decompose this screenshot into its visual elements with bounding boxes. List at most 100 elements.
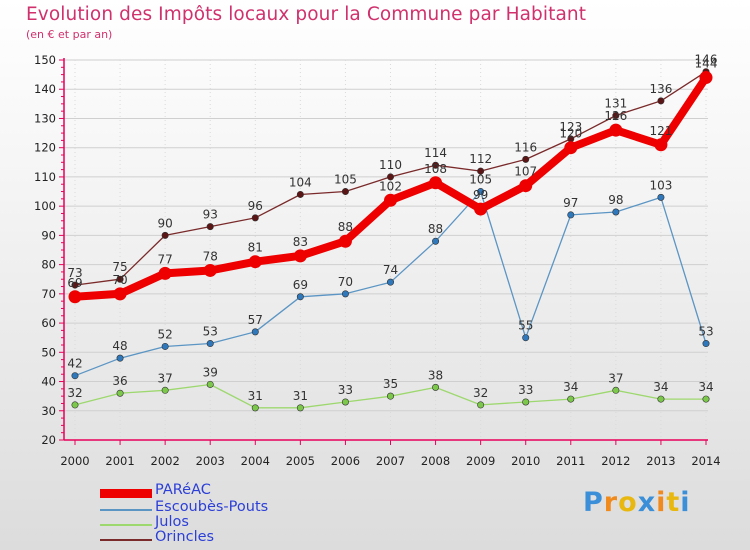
data-label-pareac: 70	[112, 273, 127, 287]
data-label-escoubes-pouts: 55	[518, 319, 533, 333]
data-label-orincles: 112	[469, 152, 492, 166]
y-tick-label: 140	[34, 82, 56, 96]
x-tick-label: 2003	[196, 454, 225, 468]
legend-swatch-escoubes-pouts	[100, 509, 152, 511]
data-point-orincles	[71, 281, 79, 289]
y-tick-label: 150	[34, 53, 56, 67]
x-tick-label: 2008	[421, 454, 450, 468]
legend-swatch-julos	[100, 524, 152, 526]
x-tick-label: 2002	[151, 454, 180, 468]
data-label-julos: 34	[698, 380, 713, 394]
data-point-pareac	[609, 123, 623, 137]
data-label-escoubes-pouts: 98	[608, 193, 623, 207]
data-point-escoubes-pouts	[567, 211, 575, 219]
data-point-orincles	[477, 167, 485, 175]
data-label-pareac: 144	[695, 57, 718, 71]
y-tick-label: 70	[41, 287, 56, 301]
series-orincles	[71, 68, 710, 289]
data-point-escoubes-pouts	[161, 342, 169, 350]
legend-label-escoubes-pouts: Escoubès-Pouts	[155, 499, 269, 515]
data-label-escoubes-pouts: 105	[469, 173, 492, 187]
x-tick-label: 2004	[241, 454, 270, 468]
axes: 20 30 40 50 60 70 80 90 100 110 120 130 140 150 2000 20…	[34, 53, 721, 468]
data-point-pareac	[384, 193, 397, 207]
data-point-orincles	[116, 275, 124, 283]
data-label-pareac: 88	[338, 220, 353, 234]
data-label-julos: 34	[563, 380, 578, 394]
legend-label-orincles: Orincles	[155, 529, 215, 545]
data-point-escoubes-pouts	[432, 237, 440, 245]
data-point-julos	[116, 389, 124, 397]
chart-subtitle: (en € et par an)	[26, 28, 113, 41]
data-point-pareac	[203, 263, 217, 277]
data-label-julos: 39	[203, 365, 218, 379]
series-escoubes-pouts	[71, 188, 710, 380]
data-label-orincles: 116	[514, 140, 537, 154]
data-point-orincles	[522, 155, 530, 163]
data-point-julos	[477, 401, 485, 409]
x-tick-label: 2013	[646, 454, 675, 468]
logo-letter: r	[603, 487, 619, 518]
series-lines	[68, 68, 713, 412]
data-point-escoubes-pouts	[296, 293, 304, 301]
data-point-julos	[251, 404, 259, 412]
data-label-orincles: 104	[289, 175, 312, 189]
data-point-escoubes-pouts	[657, 193, 665, 201]
y-tick-label: 110	[34, 170, 56, 184]
data-label-orincles: 114	[424, 146, 447, 160]
data-label-escoubes-pouts: 53	[698, 325, 713, 339]
data-point-escoubes-pouts	[251, 328, 259, 336]
data-point-pareac	[654, 138, 668, 152]
legend-item-julos[interactable]: Julos	[100, 514, 400, 532]
series-pareac	[68, 71, 713, 304]
legend-item-pareac[interactable]: PARéAC	[100, 482, 400, 500]
data-label-escoubes-pouts: 48	[112, 339, 127, 353]
y-tick-label: 50	[41, 345, 56, 359]
data-label-pareac: 108	[424, 162, 447, 176]
logo-letter: i	[680, 487, 691, 518]
data-point-pareac	[474, 202, 488, 216]
legend-item-escoubes-pouts[interactable]: Escoubès-Pouts	[100, 499, 400, 517]
logo-letter: P	[583, 487, 604, 518]
data-label-orincles: 110	[379, 158, 402, 172]
data-label-orincles: 73	[67, 266, 82, 280]
data-label-pareac: 99	[473, 188, 488, 202]
data-label-orincles: 123	[559, 120, 582, 134]
data-label-pareac: 83	[293, 235, 308, 249]
data-label-escoubes-pouts: 57	[248, 313, 263, 327]
proxiti-logo: Proxiti	[583, 487, 691, 518]
data-label-escoubes-pouts: 103	[649, 178, 672, 192]
x-tick-label: 2005	[286, 454, 315, 468]
x-tick-label: 2010	[511, 454, 540, 468]
data-label-escoubes-pouts: 42	[67, 357, 82, 371]
legend-label-julos: Julos	[155, 514, 189, 530]
data-label-orincles: 146	[695, 53, 718, 67]
data-label-orincles: 105	[334, 173, 357, 187]
logo-letter: i	[656, 487, 667, 518]
data-point-julos	[432, 383, 440, 391]
data-point-julos	[386, 392, 394, 400]
data-point-orincles	[251, 214, 259, 222]
data-point-pareac	[248, 255, 262, 269]
logo-letter: x	[637, 487, 657, 518]
logo-letter: t	[666, 487, 681, 518]
data-label-pareac: 77	[158, 252, 173, 266]
data-label-orincles: 136	[649, 82, 672, 96]
legend-item-orincles[interactable]: Orincles	[100, 529, 400, 547]
data-label-orincles: 90	[158, 216, 173, 230]
data-point-julos	[161, 386, 169, 394]
data-label-orincles: 75	[112, 260, 127, 274]
data-point-escoubes-pouts	[116, 354, 124, 362]
data-labels: 73 75 90 93 96 104 105 110 114 112 116 123 131 136 146…	[67, 53, 717, 403]
y-tick-label: 100	[34, 199, 56, 213]
data-point-orincles	[432, 161, 440, 169]
data-label-escoubes-pouts: 52	[158, 327, 173, 341]
data-point-escoubes-pouts	[386, 278, 394, 286]
data-point-escoubes-pouts	[71, 372, 79, 380]
data-point-julos	[206, 380, 214, 388]
y-tick-label: 120	[34, 141, 56, 155]
data-label-orincles: 93	[203, 208, 218, 222]
data-point-orincles	[657, 97, 665, 105]
data-point-pareac	[158, 266, 172, 280]
